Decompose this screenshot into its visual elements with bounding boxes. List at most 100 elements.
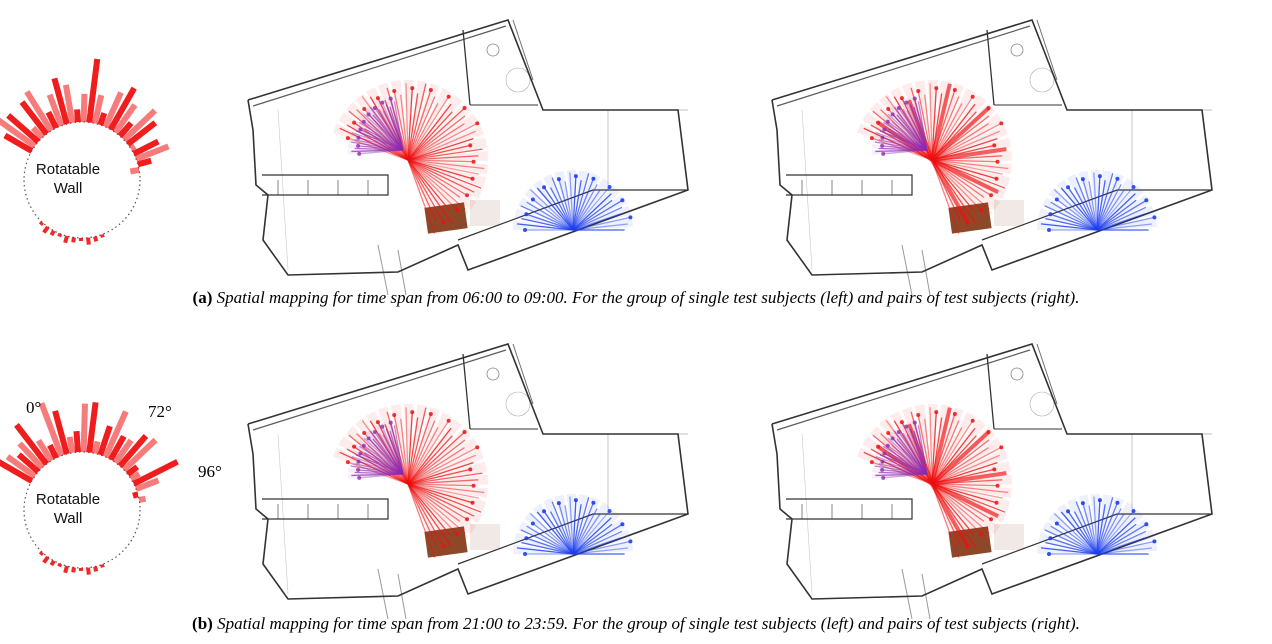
sightline-fan-red — [332, 80, 489, 234]
histogram-bar — [19, 100, 49, 136]
histogram-bar — [63, 565, 69, 574]
histogram-bar — [112, 438, 134, 465]
sightline-fan-red — [332, 404, 489, 558]
histogram-bar — [46, 93, 65, 127]
histogram-bar — [42, 225, 50, 234]
histogram-bar — [132, 459, 179, 487]
panel-b: Rotatable Wall 0° 72° 96° (b) Spatial ma… — [0, 322, 1272, 644]
histogram-bar — [3, 132, 34, 154]
histogram-bar — [38, 551, 44, 556]
histogram-bar — [137, 157, 152, 168]
histogram-bar — [91, 94, 105, 125]
histogram-bar — [6, 113, 41, 145]
histogram-bar — [45, 110, 59, 130]
histogram-bar — [129, 166, 140, 175]
rotatable-wall-label: Rotatable Wall — [8, 490, 128, 528]
histogram-bar — [57, 563, 63, 568]
caption-tag: (a) — [192, 288, 213, 307]
figure-caption-a: (a) Spatial mapping for time span from 0… — [0, 288, 1272, 308]
histogram-bar — [52, 410, 70, 455]
wall-label-line1: Rotatable — [35, 491, 101, 508]
histogram-bar — [138, 495, 147, 503]
histogram-bar — [71, 567, 76, 573]
figure-caption-b: (b) Spatial mapping for time span from 2… — [0, 614, 1272, 634]
histogram-bar — [99, 233, 105, 239]
histogram-bar — [129, 471, 141, 482]
floor-plan — [771, 19, 1213, 296]
histogram-bar — [57, 233, 63, 238]
histogram-bar — [132, 491, 139, 499]
histogram-bar — [16, 452, 41, 475]
histogram-bar — [108, 86, 137, 132]
sightline-fan-blue — [1037, 170, 1157, 232]
histogram-bar — [102, 91, 124, 129]
floor-plan — [771, 343, 1213, 620]
histogram-bar — [49, 229, 56, 237]
histogram-bar — [129, 143, 137, 152]
histogram-bar — [5, 454, 37, 479]
caption-text: Spatial mapping for time span from 06:00… — [216, 288, 1080, 307]
angle-label-72: 72° — [148, 402, 172, 421]
histogram-bar — [97, 425, 113, 456]
wall-label-line2: Wall — [53, 180, 83, 197]
caption-text: Spatial mapping for time span from 21:00… — [217, 614, 1080, 633]
histogram-bar — [38, 402, 65, 457]
angle-label-0: 0° — [26, 398, 42, 417]
histogram-bar — [24, 90, 54, 133]
sightline-fan-red — [856, 80, 1013, 234]
wall-label-line2: Wall — [53, 510, 83, 527]
histogram-bar — [73, 430, 81, 453]
histogram-bar — [80, 93, 88, 123]
histogram-bar — [0, 459, 34, 484]
sightline-fan-blue — [513, 170, 633, 232]
histogram-bar — [51, 77, 70, 125]
sightline-fan-purple — [872, 420, 928, 480]
histogram-bar — [112, 103, 138, 135]
sightline-fan-purple — [872, 96, 928, 156]
histogram-bar — [80, 403, 88, 453]
sightline-fan-blue — [1037, 494, 1157, 556]
histogram-bar — [121, 437, 158, 473]
histogram-bar — [74, 109, 81, 123]
histogram-bar — [108, 434, 127, 462]
histogram-bar — [30, 125, 45, 140]
histogram-bar — [93, 566, 99, 572]
wall-label-line1: Rotatable — [35, 161, 101, 178]
polar-histogram — [0, 402, 179, 575]
rotatable-wall-label: Rotatable Wall — [8, 160, 128, 198]
polar-histogram — [0, 58, 170, 245]
histogram-bar — [93, 236, 99, 242]
histogram-bar — [102, 410, 129, 459]
histogram-bar — [132, 138, 160, 157]
caption-tag: (b) — [192, 614, 213, 633]
histogram-bar — [86, 567, 91, 575]
panel-b-figure — [0, 343, 1213, 620]
histogram-bar — [71, 237, 76, 243]
histogram-bar — [134, 477, 160, 492]
histogram-bar — [42, 555, 50, 564]
panel-a: Rotatable Wall (a) Spatial mapping for t… — [0, 19, 1272, 308]
histogram-bar — [117, 433, 149, 469]
histogram-bar — [38, 221, 44, 226]
histogram-bar — [86, 58, 101, 123]
histogram-bar — [121, 108, 157, 143]
histogram-bar — [63, 235, 69, 244]
histogram-bar — [134, 143, 170, 162]
histogram-bar — [49, 559, 56, 567]
histogram-bar — [125, 464, 140, 477]
histogram-bar — [99, 563, 105, 569]
sightline-fan-purple — [348, 420, 404, 480]
histogram-bar — [91, 440, 101, 455]
sightline-fan-red — [856, 404, 1013, 558]
histogram-bar — [97, 112, 108, 126]
histogram-bar — [14, 423, 49, 466]
histogram-bar — [35, 438, 54, 463]
histogram-bar — [86, 237, 91, 245]
histogram-bar — [117, 121, 134, 139]
sightline-fan-purple — [348, 96, 404, 156]
histogram-bar — [125, 120, 158, 147]
histogram-bar — [66, 436, 76, 454]
sightline-fan-blue — [513, 494, 633, 556]
histogram-bar — [86, 402, 99, 453]
angle-label-96: 96° — [198, 462, 222, 481]
